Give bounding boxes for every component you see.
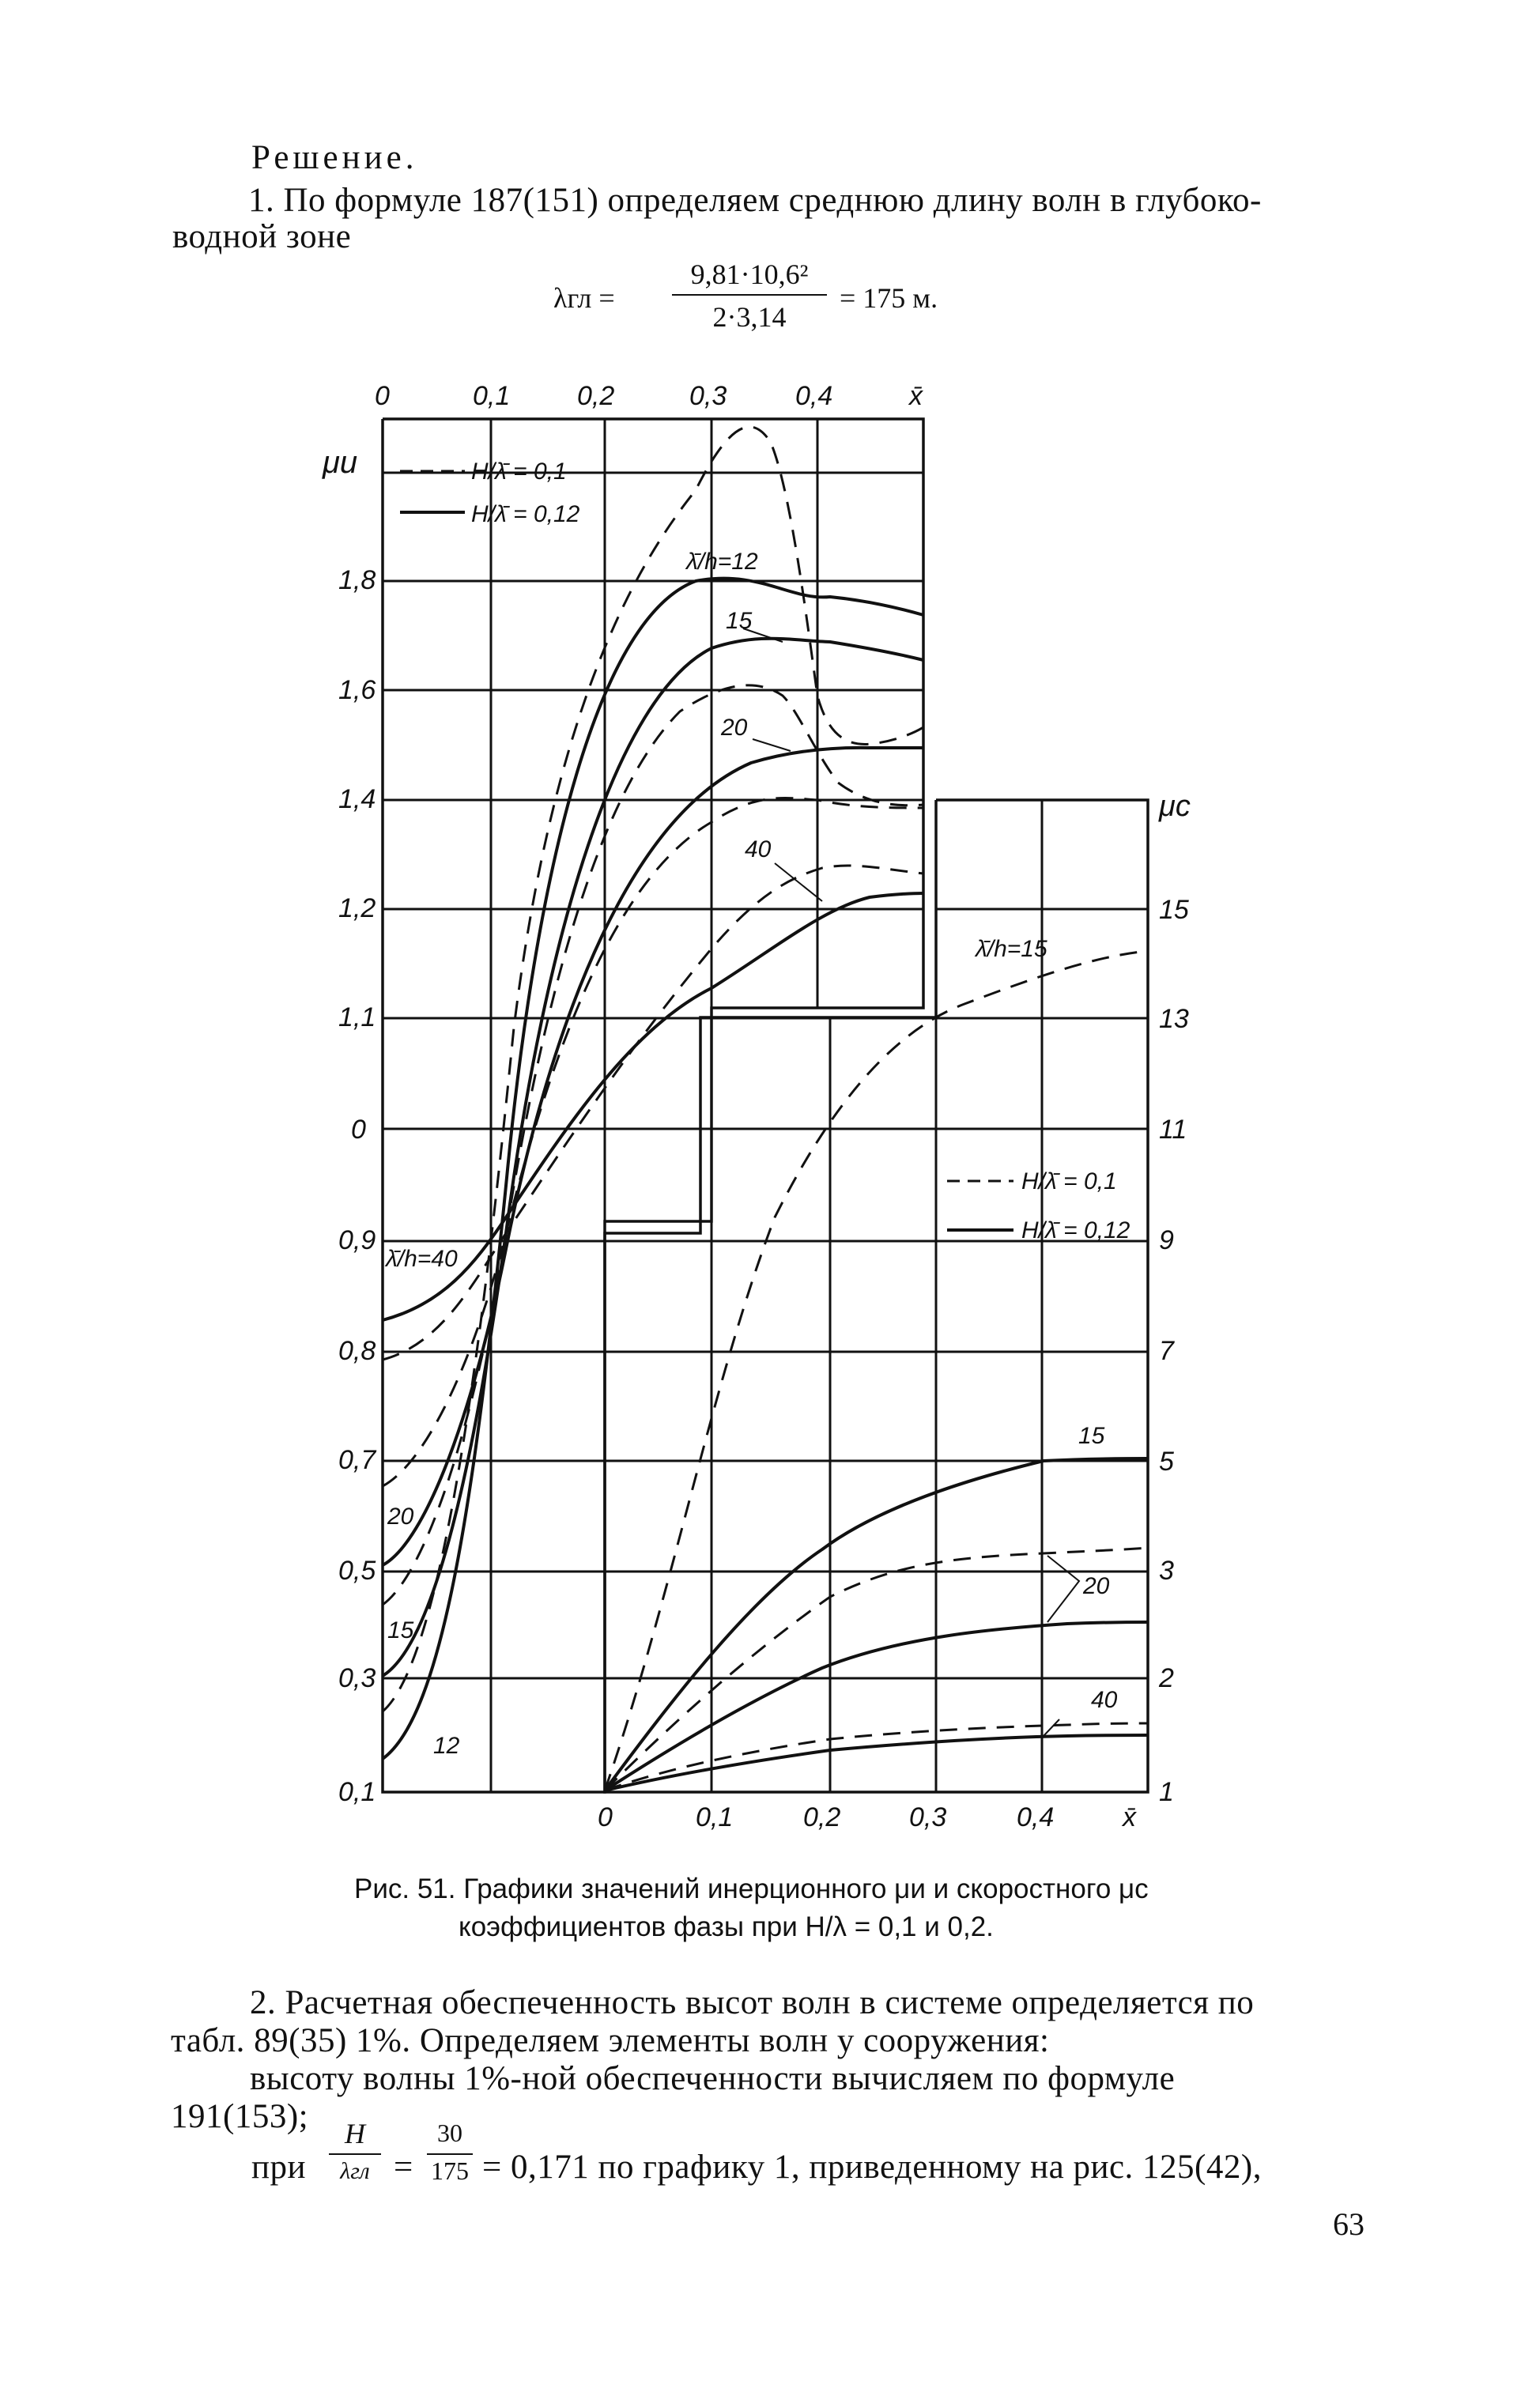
left-y-tick: 1,2 <box>338 893 376 923</box>
upper-legend: H/λ̄ = 0,1 H/λ̄ = 0,12 <box>400 458 580 527</box>
mu-c-dashed-20 <box>603 1546 1149 1792</box>
mu-i-dashed-20 <box>382 796 924 1488</box>
curve-label-left-40: λ̄/h=40 <box>384 1246 458 1272</box>
formula-lhs: λгл = <box>553 282 615 314</box>
curve-label-mu-i-12: λ̄/h=12 <box>685 549 758 575</box>
paragraph-2-line-1: 2. Расчетная обеспеченность высот волн в… <box>250 1984 1255 2021</box>
paragraph-2-line-2: табл. 89(35) 1%. Определяем элементы вол… <box>171 2022 1050 2059</box>
lower-legend-dashed-label: H/λ̄ = 0,1 <box>1021 1168 1117 1194</box>
p3-frac2-line <box>427 2153 473 2155</box>
formula-denominator: 2·3,14 <box>712 301 787 333</box>
paragraph-1-line-2: водной зоне <box>172 218 352 255</box>
top-x-tick: 0 <box>375 381 390 411</box>
mu-i-solid-15 <box>381 636 924 1677</box>
curve-label-left-15: 15 <box>387 1617 414 1643</box>
top-x-tick: 0,2 <box>577 381 614 411</box>
lower-legend: H/λ̄ = 0,1 H/λ̄ = 0,12 <box>947 1168 1130 1243</box>
p3-frac1-den: λгл <box>340 2158 370 2184</box>
top-x-tick: 0,1 <box>473 381 510 411</box>
chart-curves <box>381 425 1149 1792</box>
right-y-tick: 11 <box>1159 1115 1187 1145</box>
top-x-axis-labels: 0 0,1 0,2 0,3 0,4 x̄ <box>375 381 923 411</box>
mu-c-dashed-15 <box>603 949 1149 1791</box>
mu-i-solid-20 <box>382 745 923 1567</box>
bottom-x-tick: 0 <box>598 1802 613 1832</box>
curve-label-mu-i-20: 20 <box>720 715 748 741</box>
solution-heading: Решение. <box>251 139 418 176</box>
curve-label-mu-c-15: 15 <box>1078 1423 1105 1449</box>
bottom-x-tick: 0,3 <box>909 1802 946 1832</box>
formula-numerator: 9,81·10,6² <box>690 258 809 290</box>
left-y-tick: 0 <box>351 1115 366 1145</box>
curve-label-mu-c-20: 20 <box>1082 1573 1110 1599</box>
mu-c-solid-15 <box>603 1457 1149 1792</box>
p3-frac1-num: H <box>345 2118 365 2149</box>
bottom-x-axis-labels: 0 0,1 0,2 0,3 0,4 x̄ <box>598 1802 1137 1832</box>
bottom-x-tick: 0,1 <box>696 1802 733 1832</box>
curve-label-left-20: 20 <box>387 1504 414 1530</box>
left-y-tick: 1,1 <box>338 1002 376 1032</box>
right-y-tick: 9 <box>1159 1225 1174 1255</box>
curve-label-mu-i-40: 40 <box>745 836 772 862</box>
right-y-tick: 7 <box>1159 1336 1175 1366</box>
curve-label-mu-c-40: 40 <box>1091 1687 1118 1713</box>
phase-coefficient-figure: 0 0,1 0,2 0,3 0,4 x̄ μи 1,8 1,6 1,4 1,2 … <box>322 381 1191 1832</box>
p3-frac2-den: 175 <box>431 2156 469 2185</box>
chart-grid <box>381 417 1149 1794</box>
mu-c-dashed-40 <box>604 1722 1149 1792</box>
left-y-tick: 0,1 <box>338 1777 376 1807</box>
p3-rest: = 0,171 по графику 1, приведенному на ри… <box>482 2149 1262 2186</box>
left-y-tick: 0,7 <box>338 1445 376 1475</box>
top-x-tick: 0,4 <box>795 381 832 411</box>
right-y-tick: 1 <box>1159 1777 1174 1807</box>
left-y-tick: 0,9 <box>338 1225 376 1255</box>
figure-caption-line-1: Рис. 51. Графики значений инерционного μ… <box>354 1873 1149 1904</box>
left-y-tick: 0,5 <box>338 1556 376 1586</box>
right-y-tick: 13 <box>1159 1004 1189 1034</box>
curve-label-mu-i-15: 15 <box>726 608 753 634</box>
p3-frac1-line <box>329 2153 381 2155</box>
curve-label-mu-c-15-top: λ̄/h=15 <box>974 936 1047 962</box>
mu-i-dashed-40 <box>382 864 924 1361</box>
curve-labels: λ̄/h=12 15 20 40 λ̄/h=40 20 15 12 λ̄/h=1… <box>384 549 1118 1759</box>
upper-legend-dashed-label: H/λ̄ = 0,1 <box>471 458 567 485</box>
figure-caption-line-2: коэффициентов фазы при H/λ = 0,1 и 0,2. <box>459 1911 994 1942</box>
p3-pri: при <box>251 2149 307 2186</box>
formula-result: = 175 м. <box>840 282 938 314</box>
left-y-tick: 0,8 <box>338 1336 376 1366</box>
bottom-x-tick: 0,4 <box>1017 1802 1054 1832</box>
p3-frac2-num: 30 <box>437 2119 462 2147</box>
mu-i-solid-12 <box>381 576 924 1760</box>
top-x-tick: 0,3 <box>689 381 727 411</box>
left-y-tick: 1,8 <box>338 565 376 595</box>
mu-i-solid-40 <box>382 892 924 1322</box>
right-y-tick: 3 <box>1159 1556 1174 1586</box>
right-y-tick: 15 <box>1159 895 1189 925</box>
bottom-x-tick: 0,2 <box>803 1802 840 1832</box>
top-x-tick: x̄ <box>908 381 923 411</box>
upper-legend-solid-label: H/λ̄ = 0,12 <box>471 501 580 527</box>
right-y-axis-labels: μс 15 13 11 9 7 5 3 2 1 <box>1158 790 1191 1807</box>
paragraph-1-line-1: 1. По формуле 187(151) определяем средню… <box>248 182 1262 219</box>
lower-legend-solid-label: H/λ̄ = 0,12 <box>1021 1217 1130 1243</box>
left-y-tick: 1,4 <box>338 784 376 814</box>
right-axis-title: μс <box>1158 790 1191 823</box>
paragraph-2-line-3: высоту волны 1%-ной обеспеченности вычис… <box>250 2060 1176 2097</box>
bottom-x-tick: x̄ <box>1121 1802 1137 1832</box>
page-number: 63 <box>1333 2206 1364 2242</box>
left-axis-title: μи <box>322 445 357 480</box>
left-y-tick: 1,6 <box>338 675 376 705</box>
paragraph-2-line-4: 191(153); <box>171 2098 309 2135</box>
left-y-axis-labels: μи 1,8 1,6 1,4 1,2 1,1 0 0,9 0,8 0,7 0,5… <box>322 445 376 1807</box>
right-y-tick: 2 <box>1158 1663 1174 1693</box>
formula-fraction-line <box>672 294 827 296</box>
mu-i-dashed-15 <box>382 684 924 1606</box>
mu-c-solid-40 <box>604 1734 1149 1792</box>
p3-eq: = <box>394 2149 413 2186</box>
right-y-tick: 5 <box>1159 1447 1174 1477</box>
mu-c-solid-20 <box>603 1621 1149 1792</box>
left-y-tick: 0,3 <box>338 1663 376 1693</box>
curve-label-left-12: 12 <box>433 1733 460 1759</box>
